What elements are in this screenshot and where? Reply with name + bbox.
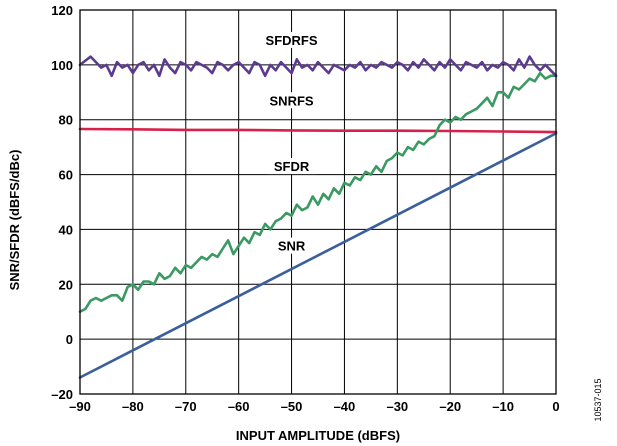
series-label-bg bbox=[267, 158, 316, 175]
x-tick-label: –10 bbox=[492, 399, 514, 414]
figure-id: 10537-015 bbox=[593, 378, 603, 421]
x-tick-label: –80 bbox=[122, 399, 144, 414]
series-line-snrfs bbox=[78, 127, 558, 134]
series-label-bg bbox=[272, 237, 312, 254]
series-line-sfdr bbox=[78, 71, 558, 314]
y-tick-label: 100 bbox=[51, 58, 73, 73]
series-label-bg bbox=[258, 31, 325, 48]
y-tick-label: 120 bbox=[51, 3, 73, 18]
x-tick-label: –30 bbox=[386, 399, 408, 414]
series-label-snrfs: SNRFS bbox=[270, 93, 314, 108]
x-tick-label: –50 bbox=[281, 399, 303, 414]
x-tick-label: 0 bbox=[552, 399, 559, 414]
x-axis-title: INPUT AMPLITUDE (dBFS) bbox=[236, 428, 400, 443]
x-axis-ticks: –90 –80 –70 –60 –50 –40 –30 –20 –10 0 bbox=[69, 399, 559, 414]
y-tick-label: 0 bbox=[66, 332, 73, 347]
y-tick-label: 60 bbox=[59, 168, 73, 183]
series-line-sfdrfs bbox=[78, 55, 558, 78]
x-tick-label: –70 bbox=[175, 399, 197, 414]
y-axis-ticks: –20 0 20 40 60 80 100 120 bbox=[51, 3, 73, 402]
y-tick-label: –20 bbox=[51, 387, 73, 402]
y-tick-label: 80 bbox=[59, 113, 73, 128]
series-layer bbox=[78, 55, 558, 379]
series-line-snr bbox=[78, 132, 558, 379]
y-axis-title: SNR/SFDR (dBFS/dBc) bbox=[7, 150, 22, 291]
series-label-sfdrfs: SFDRFS bbox=[266, 33, 318, 48]
series-labels: SFDRFS SNRFS SFDR SNR bbox=[258, 31, 325, 254]
series-label-bg bbox=[263, 92, 321, 109]
y-tick-label: 20 bbox=[59, 277, 73, 292]
x-tick-label: –20 bbox=[439, 399, 461, 414]
plot-frame bbox=[79, 9, 557, 395]
x-tick-label: –60 bbox=[228, 399, 250, 414]
series-label-snr: SNR bbox=[278, 239, 306, 254]
x-tick-label: –40 bbox=[334, 399, 356, 414]
series-label-sfdr: SFDR bbox=[274, 159, 310, 174]
x-tick-label: –90 bbox=[69, 399, 91, 414]
y-tick-label: 40 bbox=[59, 222, 73, 237]
